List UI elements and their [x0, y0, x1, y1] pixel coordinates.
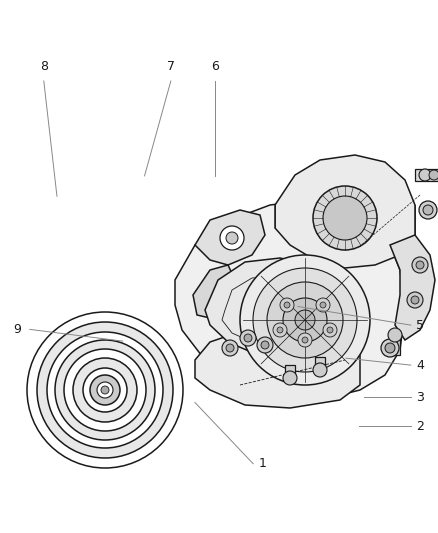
- Circle shape: [423, 205, 433, 215]
- Polygon shape: [285, 365, 295, 382]
- Polygon shape: [315, 357, 325, 374]
- Circle shape: [388, 328, 402, 342]
- Circle shape: [407, 292, 423, 308]
- Text: 1: 1: [259, 457, 267, 470]
- Circle shape: [313, 363, 327, 377]
- Circle shape: [220, 226, 244, 250]
- Circle shape: [416, 261, 424, 269]
- Circle shape: [273, 323, 287, 337]
- Circle shape: [320, 302, 326, 308]
- Circle shape: [316, 298, 330, 312]
- Circle shape: [327, 327, 333, 333]
- Circle shape: [419, 201, 437, 219]
- Polygon shape: [195, 328, 360, 408]
- Polygon shape: [195, 210, 265, 265]
- Circle shape: [277, 327, 283, 333]
- Circle shape: [298, 333, 312, 347]
- Polygon shape: [275, 155, 415, 268]
- Circle shape: [283, 298, 327, 342]
- Circle shape: [47, 332, 163, 448]
- Circle shape: [97, 382, 113, 398]
- Circle shape: [267, 282, 343, 358]
- Text: 3: 3: [417, 391, 424, 403]
- Circle shape: [429, 170, 438, 180]
- Polygon shape: [193, 265, 235, 318]
- Circle shape: [302, 337, 308, 343]
- Polygon shape: [390, 235, 435, 340]
- Circle shape: [283, 371, 297, 385]
- Circle shape: [257, 337, 273, 353]
- Text: 7: 7: [167, 60, 175, 73]
- Circle shape: [412, 257, 428, 273]
- Text: 4: 4: [417, 359, 424, 372]
- Circle shape: [261, 341, 269, 349]
- Polygon shape: [390, 331, 400, 355]
- Circle shape: [295, 310, 315, 330]
- Polygon shape: [415, 169, 438, 181]
- Circle shape: [253, 268, 357, 372]
- Circle shape: [101, 386, 109, 394]
- Circle shape: [284, 302, 290, 308]
- Circle shape: [313, 186, 377, 250]
- Circle shape: [411, 296, 419, 304]
- Circle shape: [280, 298, 294, 312]
- Circle shape: [244, 334, 252, 342]
- Text: 8: 8: [40, 60, 48, 73]
- Text: 6: 6: [211, 60, 219, 73]
- Circle shape: [37, 322, 173, 458]
- Circle shape: [385, 343, 395, 353]
- Circle shape: [240, 255, 370, 385]
- Circle shape: [83, 368, 127, 412]
- Circle shape: [419, 169, 431, 181]
- Circle shape: [73, 358, 137, 422]
- Polygon shape: [175, 200, 405, 400]
- Circle shape: [323, 196, 367, 240]
- Text: 9: 9: [14, 323, 21, 336]
- Circle shape: [222, 340, 238, 356]
- Text: 2: 2: [417, 420, 424, 433]
- Circle shape: [226, 344, 234, 352]
- Circle shape: [64, 349, 146, 431]
- Circle shape: [226, 232, 238, 244]
- Polygon shape: [205, 258, 332, 355]
- Circle shape: [90, 375, 120, 405]
- Circle shape: [55, 340, 155, 440]
- Circle shape: [381, 339, 399, 357]
- Text: 5: 5: [417, 319, 424, 332]
- Circle shape: [323, 323, 337, 337]
- Circle shape: [240, 330, 256, 346]
- Circle shape: [27, 312, 183, 468]
